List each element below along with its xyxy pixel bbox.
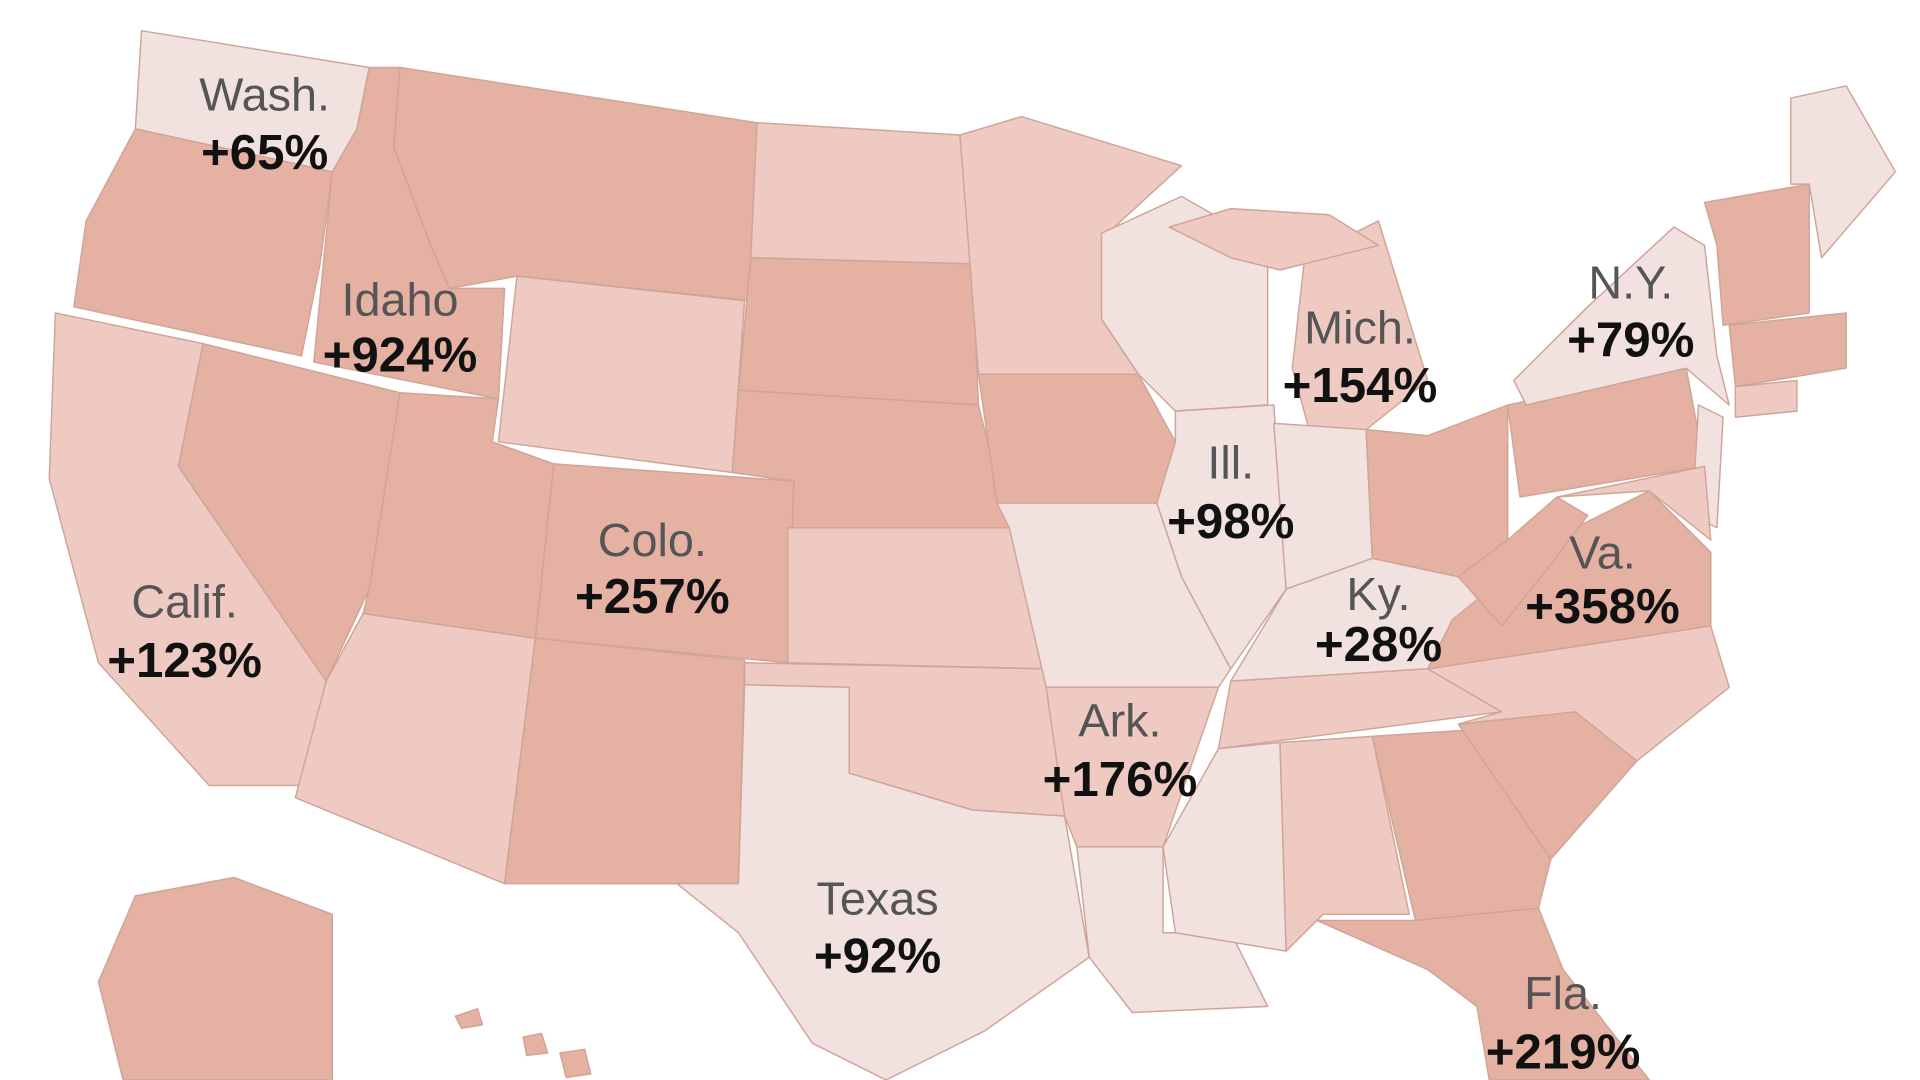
state-change: +123%	[107, 633, 262, 688]
state-alaska	[97, 876, 334, 1080]
state-name: Calif.	[131, 575, 238, 627]
state-south-dakota	[737, 256, 980, 406]
state-maryland	[1556, 465, 1712, 541]
state-new-york	[1513, 226, 1730, 406]
state-north-dakota	[750, 121, 974, 265]
state-name: Ky.	[1346, 568, 1410, 620]
state-change: +257%	[575, 569, 730, 624]
state-change: +154%	[1283, 358, 1438, 413]
state-connecticut	[1734, 379, 1798, 419]
state-name: Colo.	[598, 514, 707, 566]
state-massachusetts	[1728, 312, 1847, 388]
state-change: +92%	[814, 929, 941, 984]
state-change: +176%	[1043, 752, 1198, 807]
state-west-virginia	[1457, 496, 1589, 627]
state-change: +219%	[1486, 1024, 1641, 1079]
state-name: Wash.	[199, 69, 330, 121]
state-maine	[1790, 85, 1897, 259]
state-wyoming	[497, 275, 746, 474]
state-nevada	[177, 342, 401, 682]
state-louisiana	[1076, 846, 1269, 1014]
state-michigan-up	[1168, 207, 1380, 271]
state-change: +28%	[1315, 617, 1442, 672]
state-name: Mich.	[1304, 302, 1416, 354]
state-ohio	[1365, 404, 1509, 578]
state-kansas	[786, 526, 1047, 670]
state-vermont-nh	[1703, 183, 1810, 326]
state-change: +98%	[1167, 494, 1294, 549]
state-change: +79%	[1567, 313, 1694, 368]
state-name: N.Y.	[1588, 256, 1673, 308]
state-name: Ark.	[1078, 694, 1161, 746]
state-name: Idaho	[341, 274, 458, 326]
state-name: Va.	[1569, 526, 1636, 578]
state-hawaii-3	[559, 1048, 592, 1079]
state-hawaii-2	[522, 1032, 549, 1057]
state-texas	[602, 684, 1090, 1080]
state-hawaii-1	[454, 1008, 484, 1030]
state-name: Texas	[816, 872, 938, 924]
state-change: +358%	[1525, 579, 1680, 634]
state-mississippi	[1162, 741, 1287, 952]
labels: Wash.+65% Idaho+924% Mich.+154% N.Y.+79% Ill…	[107, 69, 1694, 1080]
state-name: Fla.	[1524, 967, 1602, 1019]
state-alabama	[1279, 735, 1410, 952]
state-new-mexico	[503, 637, 746, 885]
state-change: +65%	[201, 125, 328, 180]
state-arizona	[294, 612, 537, 885]
state-montana	[393, 66, 758, 302]
state-north-carolina	[1426, 625, 1730, 762]
states	[48, 29, 1897, 1080]
state-name: Ill.	[1207, 437, 1254, 489]
state-change: +924%	[323, 327, 478, 382]
state-georgia	[1371, 729, 1552, 922]
state-iowa	[977, 373, 1177, 504]
state-florida	[1316, 907, 1650, 1080]
